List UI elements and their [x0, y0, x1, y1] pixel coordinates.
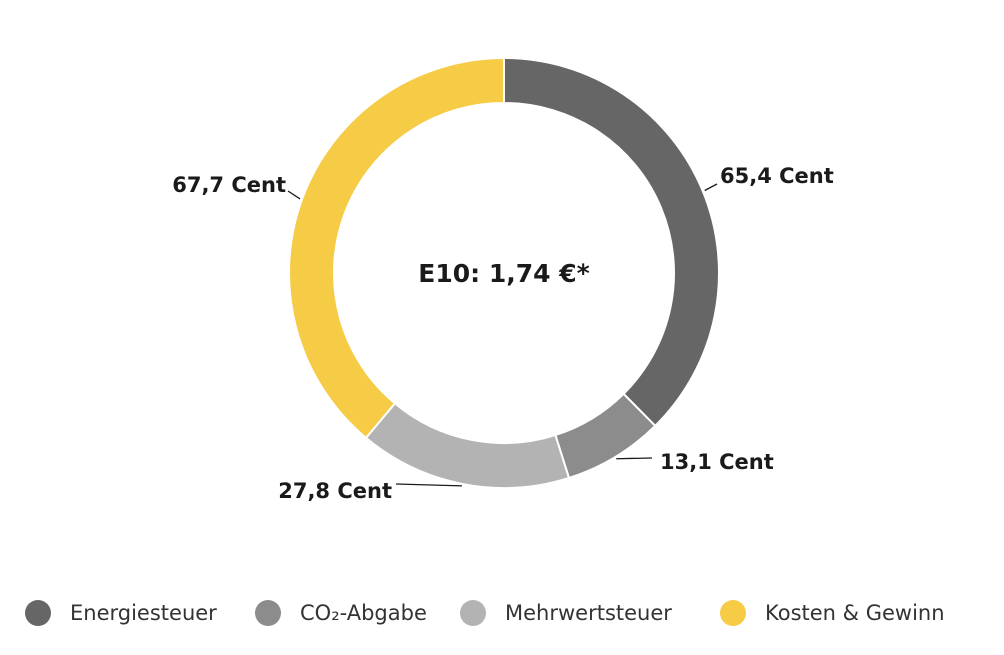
leader-line: [616, 457, 653, 460]
leader-line: [704, 183, 718, 192]
legend-label: CO₂-Abgabe: [300, 601, 427, 625]
legend-swatch: [255, 600, 281, 626]
donut-slice: [364, 401, 571, 489]
legend-swatch: [720, 600, 746, 626]
leader-line: [395, 483, 462, 487]
center-label: E10: 1,74 €*: [418, 259, 589, 288]
donut-slice: [503, 56, 720, 428]
donut-slice: [288, 56, 505, 440]
legend-label: Energiesteuer: [70, 601, 217, 625]
value-label: 65,4 Cent: [720, 164, 834, 188]
legend-label: Kosten & Gewinn: [765, 601, 945, 625]
value-label: 67,7 Cent: [172, 173, 286, 197]
value-label: 13,1 Cent: [660, 450, 774, 474]
value-label: 27,8 Cent: [278, 479, 392, 503]
legend-swatch: [25, 600, 51, 626]
leader-line: [287, 190, 301, 200]
legend-label: Mehrwertsteuer: [505, 601, 672, 625]
legend-swatch: [460, 600, 486, 626]
